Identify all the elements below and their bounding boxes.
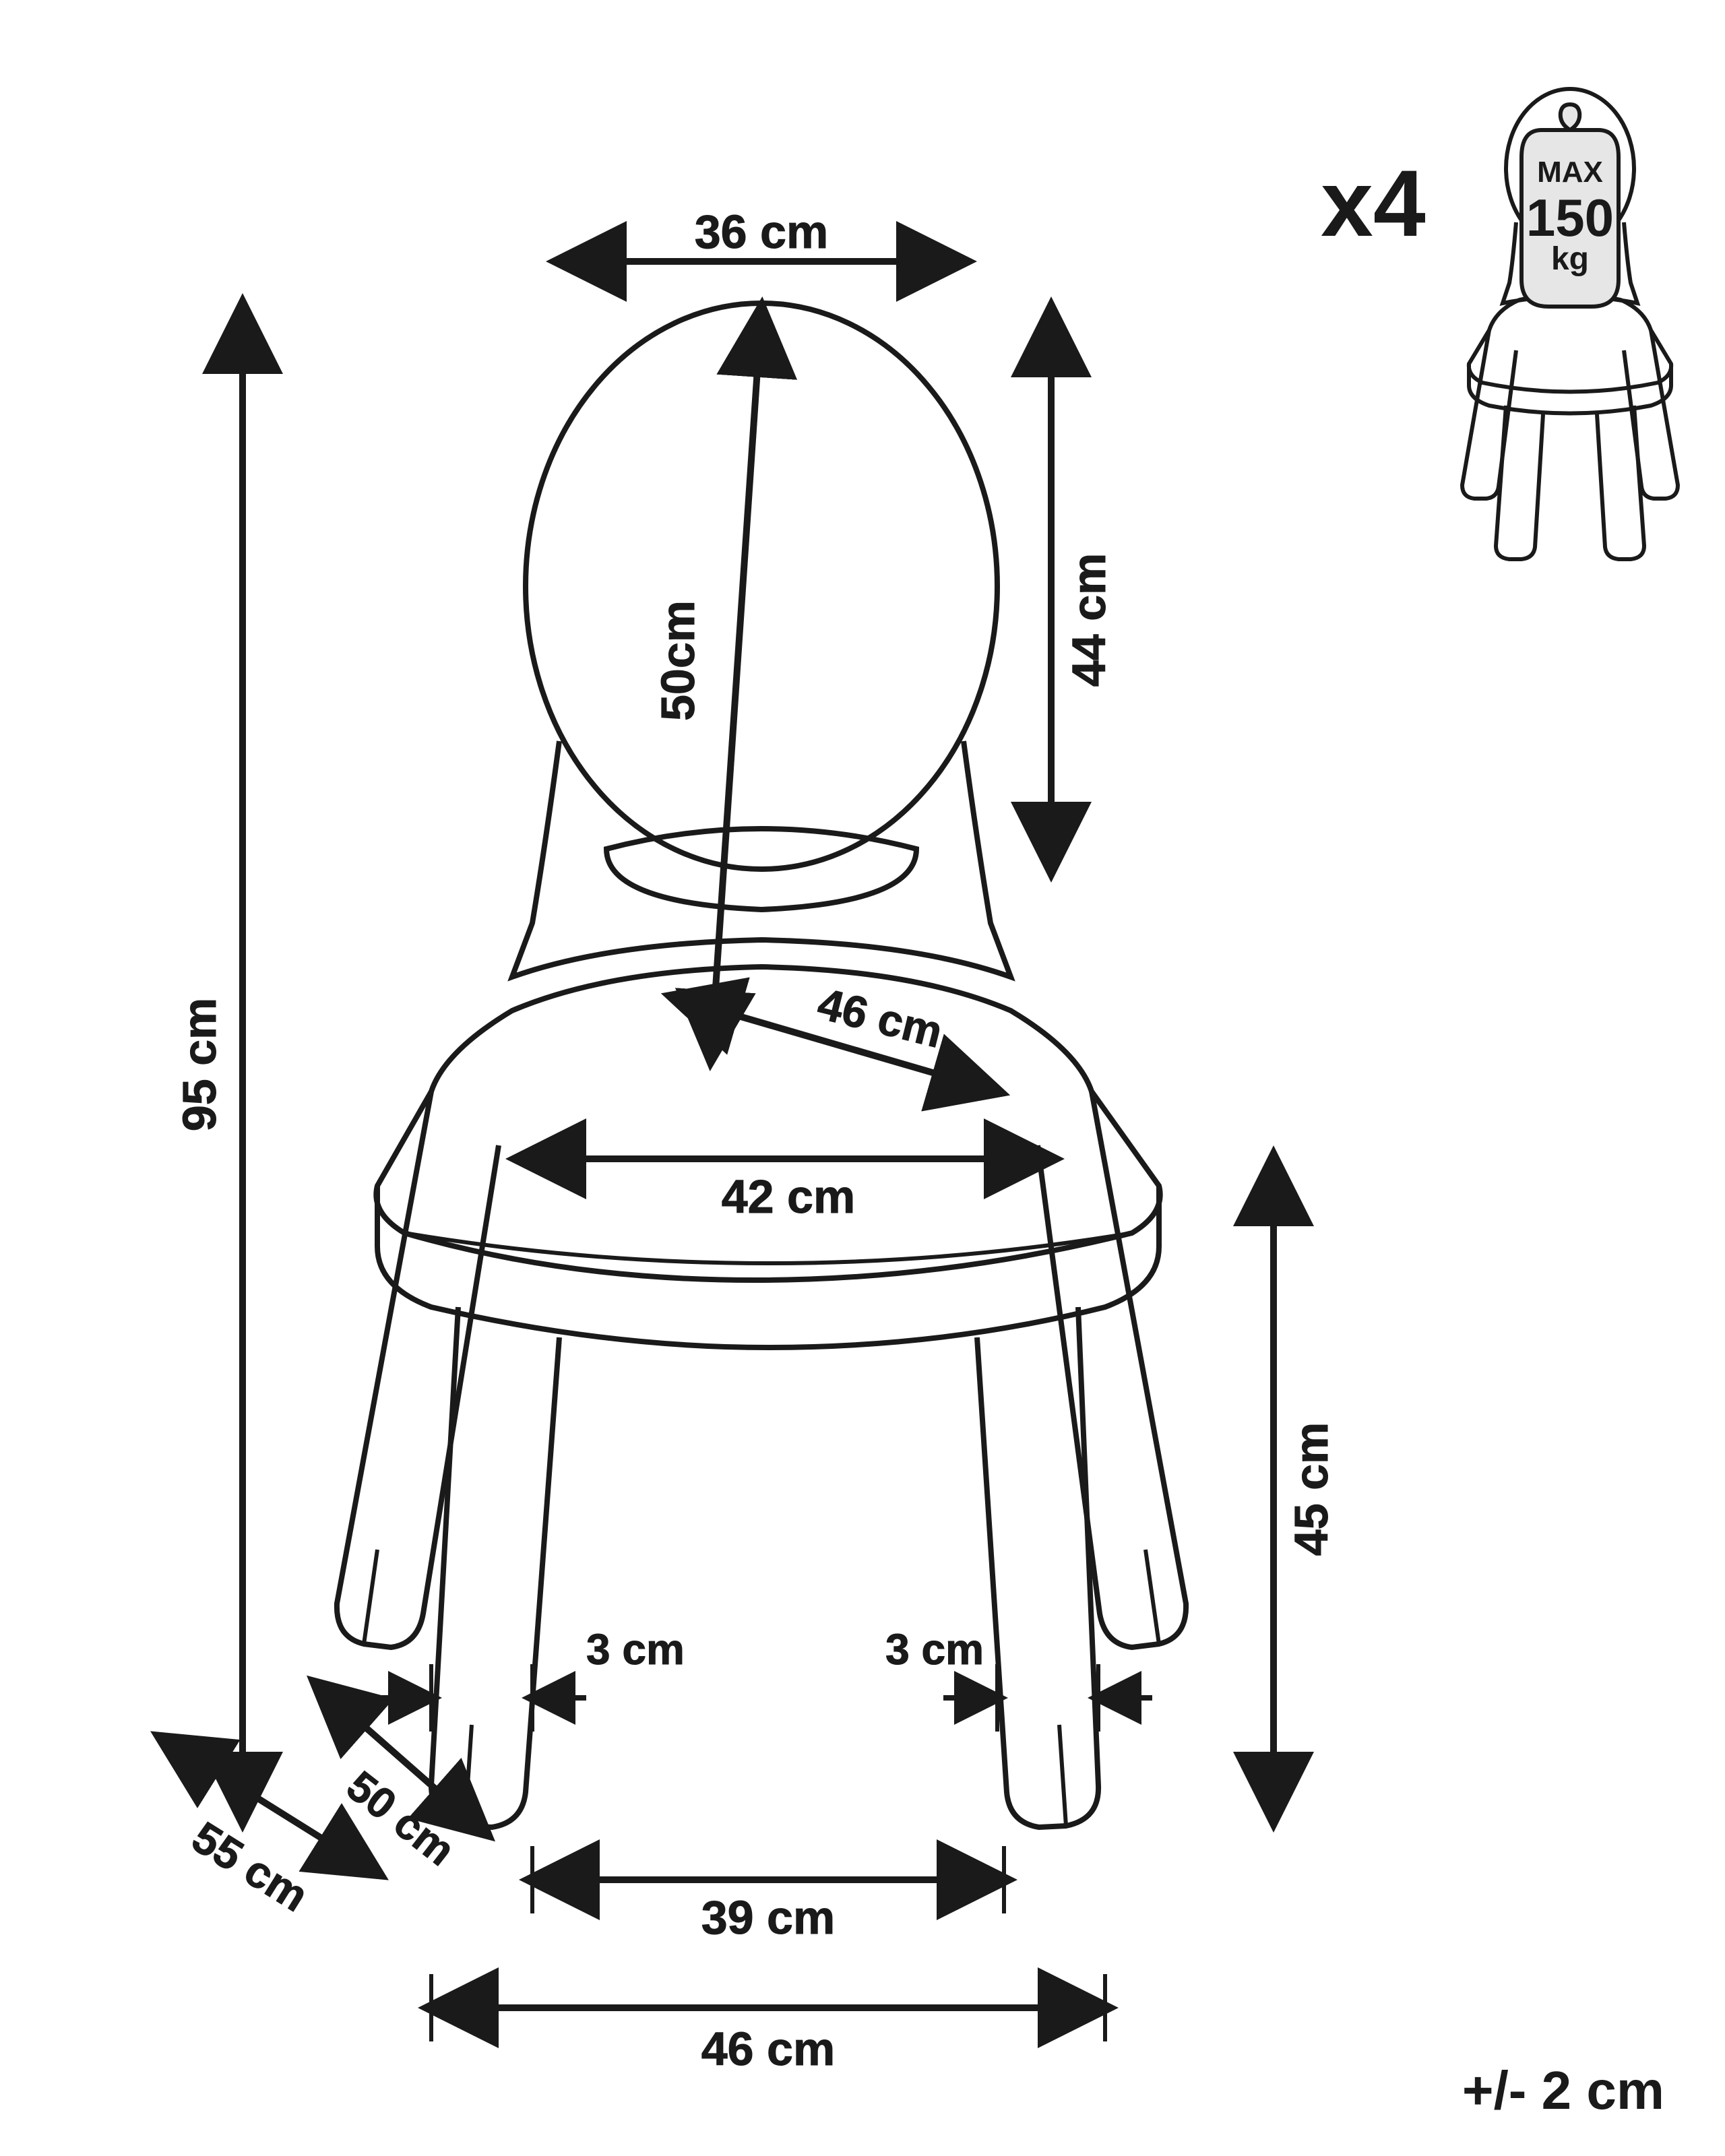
dim-seat-width: 42 cm <box>722 1170 855 1223</box>
dim-total-height: 95 cm <box>173 998 226 1131</box>
max-weight-line3: kg <box>1551 241 1589 277</box>
max-weight-line1: MAX <box>1537 156 1603 189</box>
dim-total-width: 46 cm <box>701 2023 835 2075</box>
dimension-lines: 36 cm 50cm 44 cm 95 cm 46 cm 42 cm 45 cm… <box>162 205 1338 2075</box>
main-chair-outline <box>337 303 1186 1827</box>
dim-leg-right-label: 3 cm <box>885 1625 984 1674</box>
dimension-diagram: 36 cm 50cm 44 cm 95 cm 46 cm 42 cm 45 cm… <box>0 0 1725 2156</box>
small-chair-icon: MAX 150 kg <box>1462 89 1678 559</box>
max-weight-line2: 150 <box>1526 188 1614 247</box>
dim-leg-left: 3 cm <box>586 1625 685 1674</box>
dim-depth-outer: 55 cm <box>184 1812 317 1921</box>
tolerance-label: +/- 2 cm <box>1462 2060 1664 2120</box>
quantity-label: x4 <box>1321 150 1426 256</box>
dim-backrest-width: 36 cm <box>695 205 828 258</box>
dim-backrest-height: 44 cm <box>1063 553 1115 687</box>
dim-seat-height: 45 cm <box>1285 1422 1338 1556</box>
dim-leg-span: 39 cm <box>701 1891 835 1944</box>
dim-backrest-diag: 50cm <box>652 600 704 721</box>
